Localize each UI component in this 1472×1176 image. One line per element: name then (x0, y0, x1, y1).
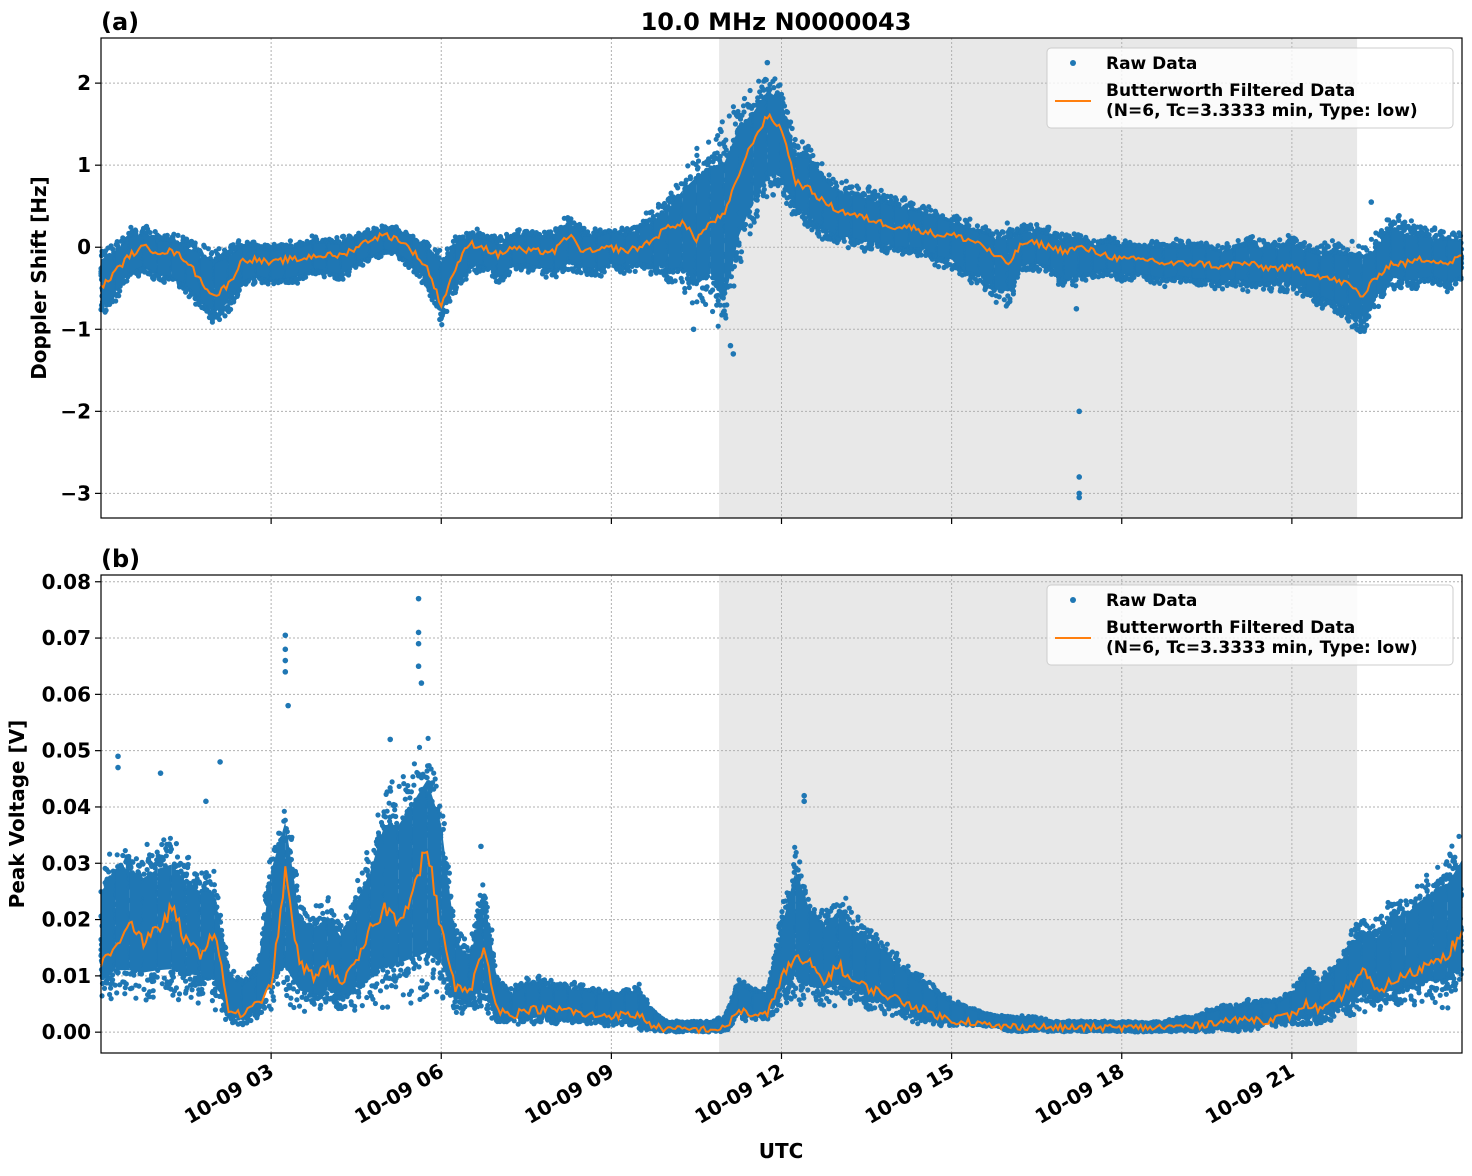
doppler-raw-point (340, 277, 345, 282)
doppler-raw-point (427, 243, 432, 248)
doppler-raw-point (360, 263, 365, 268)
figure-title: 10.0 MHz N0000043 (641, 8, 912, 36)
doppler-raw-point (288, 238, 293, 243)
doppler-raw-point (216, 246, 221, 251)
doppler-raw-point (447, 299, 452, 304)
doppler-raw-point (507, 270, 512, 275)
doppler-raw-point (544, 275, 549, 280)
doppler-raw-point (599, 273, 604, 278)
doppler-raw-point (554, 274, 559, 279)
doppler-raw-point (193, 240, 198, 245)
doppler-raw-point (148, 230, 153, 235)
doppler-raw-point (206, 246, 211, 251)
doppler-raw-band (512, 236, 526, 264)
doppler-raw-point (222, 313, 227, 318)
doppler-raw-point (175, 233, 180, 238)
doppler-raw-point (437, 255, 442, 260)
doppler-raw-point (439, 322, 444, 327)
doppler-raw-point (252, 280, 257, 285)
doppler-raw-point (454, 285, 459, 290)
doppler-raw-point (295, 281, 300, 286)
doppler-raw-point (116, 293, 121, 298)
doppler-raw-point (210, 320, 215, 325)
doppler-raw-band (328, 244, 342, 274)
doppler-raw-point (444, 309, 449, 314)
doppler-raw-point (464, 277, 469, 282)
doppler-raw-point (341, 234, 346, 239)
doppler-raw-point (104, 308, 109, 313)
doppler-raw-point (117, 288, 122, 293)
doppler-raw-point (467, 269, 472, 274)
doppler-raw-point (217, 317, 222, 322)
doppler-panel: 210−1−2−3 (a) Doppler Shift [Hz] Raw Dat… (27, 8, 1464, 524)
doppler-raw-point (236, 238, 241, 243)
doppler-raw-point (437, 248, 442, 253)
doppler-raw-point (517, 227, 522, 232)
doppler-raw-point (228, 307, 233, 312)
doppler-raw-point (578, 270, 583, 275)
doppler-raw-point (113, 298, 118, 303)
